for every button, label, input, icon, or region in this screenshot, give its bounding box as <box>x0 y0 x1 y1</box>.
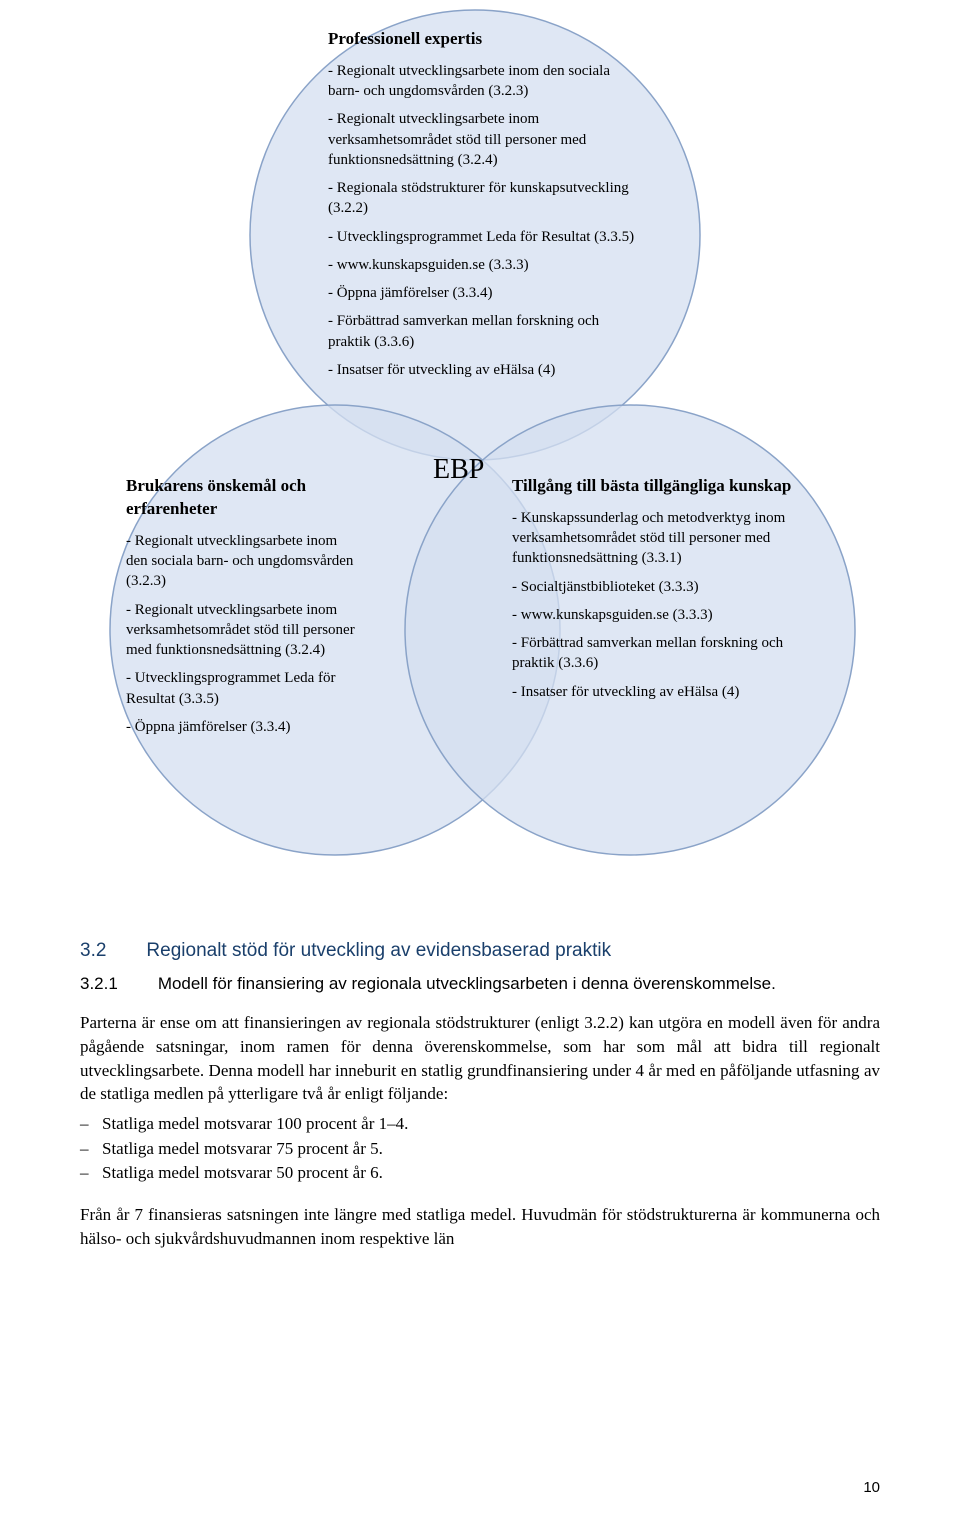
venn-item: - www.kunskapsguiden.se (3.3.3) <box>512 605 802 625</box>
venn-top-text: Professionell expertis - Regionalt utvec… <box>328 28 638 388</box>
venn-right-items: - Kunskapssunderlag och metodverktyg ino… <box>512 508 802 702</box>
document-page: Professionell expertis - Regionalt utvec… <box>0 0 960 1516</box>
venn-top-items: - Regionalt utvecklingsarbete inom den s… <box>328 61 638 380</box>
venn-right-text: Tillgång till bästa tillgängliga kunskap… <box>512 475 802 710</box>
section-number: 3.2 <box>80 940 106 962</box>
venn-item: - Insatser för utveckling av eHälsa (4) <box>328 360 638 380</box>
venn-item: - Öppna jämförelser (3.3.4) <box>126 717 356 737</box>
venn-item: - Regionala stödstrukturer för kunskapsu… <box>328 178 638 219</box>
subsection-number: 3.2.1 <box>80 974 118 994</box>
venn-left-title: Brukarens önskemål och erfarenheter <box>126 475 356 521</box>
venn-item: - Kunskapssunderlag och metodverktyg ino… <box>512 508 802 569</box>
venn-center-label: EBP <box>433 454 484 486</box>
section-title: Regionalt stöd för utveckling av evidens… <box>146 940 611 962</box>
venn-item: - Regionalt utvecklingsarbete inom den s… <box>126 531 356 592</box>
bullet-list: Statliga medel motsvarar 100 procent år … <box>80 1112 880 1186</box>
venn-item: - Utvecklingsprogrammet Leda för Resulta… <box>328 227 638 247</box>
venn-item: - Regionalt utvecklingsarbete inom verks… <box>126 600 356 661</box>
subsection-heading: 3.2.1 Modell för finansiering av regiona… <box>80 974 880 994</box>
page-number: 10 <box>863 1479 880 1496</box>
venn-diagram: Professionell expertis - Regionalt utvec… <box>80 0 880 900</box>
bullet-item: Statliga medel motsvarar 100 procent år … <box>80 1112 880 1137</box>
paragraph-2: Från år 7 finansieras satsningen inte lä… <box>80 1203 880 1251</box>
venn-item: - Utvecklingsprogrammet Leda för Resulta… <box>126 668 356 709</box>
subsection-title: Modell för finansiering av regionala utv… <box>158 974 880 994</box>
venn-item: - Öppna jämförelser (3.3.4) <box>328 283 638 303</box>
venn-item: - Förbättrad samverkan mellan forskning … <box>328 311 638 352</box>
venn-item: - Regionalt utvecklingsarbete inom den s… <box>328 61 638 102</box>
bullet-item: Statliga medel motsvarar 75 procent år 5… <box>80 1137 880 1162</box>
venn-item: - Förbättrad samverkan mellan forskning … <box>512 633 802 674</box>
paragraph-1: Parterna är ense om att finansieringen a… <box>80 1011 880 1106</box>
venn-item: - www.kunskapsguiden.se (3.3.3) <box>328 255 638 275</box>
section-heading: 3.2 Regionalt stöd för utveckling av evi… <box>80 940 880 962</box>
body-text: 3.2 Regionalt stöd för utveckling av evi… <box>80 940 880 1251</box>
venn-right-title: Tillgång till bästa tillgängliga kunskap <box>512 475 802 498</box>
venn-left-items: - Regionalt utvecklingsarbete inom den s… <box>126 531 356 737</box>
bullet-item: Statliga medel motsvarar 50 procent år 6… <box>80 1161 880 1186</box>
venn-left-text: Brukarens önskemål och erfarenheter - Re… <box>126 475 356 745</box>
venn-top-title: Professionell expertis <box>328 28 638 51</box>
venn-item: - Insatser för utveckling av eHälsa (4) <box>512 682 802 702</box>
venn-item: - Regionalt utvecklingsarbete inom verks… <box>328 109 638 170</box>
venn-item: - Socialtjänstbiblioteket (3.3.3) <box>512 577 802 597</box>
